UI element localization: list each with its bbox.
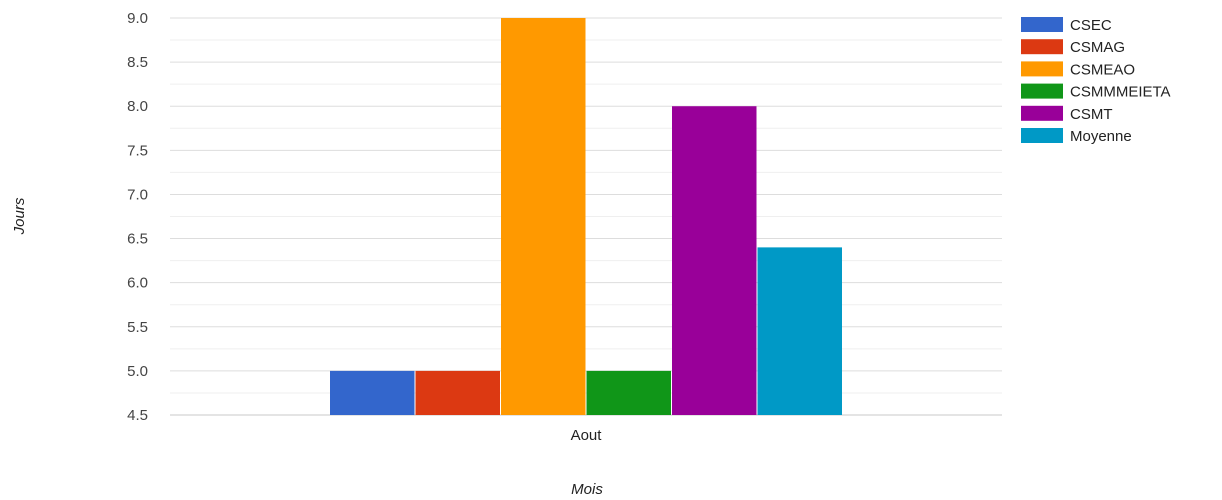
- legend-swatch: [1021, 39, 1063, 55]
- legend-swatch: [1021, 105, 1063, 121]
- bar-moyenne: [757, 247, 842, 415]
- x-tick-labels: Aout: [571, 427, 603, 444]
- legend-label: Moyenne: [1070, 128, 1132, 145]
- legend-item-csmeao: CSMEAO: [1021, 61, 1135, 78]
- x-axis-title: Mois: [571, 481, 603, 498]
- legend-item-csmmmeieta: CSMMMEIETA: [1021, 83, 1171, 101]
- bar-csmt: [672, 106, 757, 415]
- y-tick-label: 7.0: [127, 186, 148, 203]
- y-tick-labels: 9.0 8.5 8.0 7.5 7.0 6.5 6.0 5.5 5.0 4.5: [127, 10, 148, 424]
- bar-csmmmeieta: [586, 370, 671, 415]
- legend-label: CSMMMEIETA: [1070, 84, 1171, 101]
- x-tick-label: Aout: [571, 427, 603, 444]
- y-tick-label: 8.5: [127, 54, 148, 71]
- legend-swatch: [1021, 83, 1063, 99]
- legend-label: CSEC: [1070, 17, 1112, 34]
- y-tick-label: 7.5: [127, 142, 148, 159]
- legend-swatch: [1021, 17, 1063, 32]
- legend-label: CSMT: [1070, 106, 1113, 123]
- legend-item-moyenne: Moyenne: [1021, 128, 1132, 145]
- y-tick-label: 6.5: [127, 231, 148, 248]
- legend-swatch: [1021, 61, 1063, 77]
- y-tick-label: 5.5: [127, 319, 148, 336]
- y-tick-label: 9.0: [127, 10, 148, 27]
- y-tick-label: 8.0: [127, 98, 148, 115]
- y-tick-label: 4.5: [127, 407, 148, 424]
- legend-item-csec: CSEC: [1021, 17, 1112, 34]
- bar-csmeao: [501, 18, 586, 415]
- bar-csec: [330, 370, 415, 415]
- y-tick-label: 5.0: [127, 363, 148, 380]
- legend-item-csmt: CSMT: [1021, 105, 1113, 123]
- bars: [330, 18, 842, 415]
- y-tick-label: 6.0: [127, 275, 148, 292]
- legend: CSEC CSMAG CSMEAO CSMMMEIETA CSMT Moyenne: [1021, 17, 1171, 145]
- legend-label: CSMAG: [1070, 39, 1125, 56]
- y-axis-title: Jours: [11, 197, 28, 235]
- bar-csmag: [415, 370, 500, 415]
- legend-item-csmag: CSMAG: [1021, 39, 1125, 56]
- gridlines: [170, 17, 1002, 416]
- legend-label: CSMEAO: [1070, 61, 1135, 78]
- legend-swatch: [1021, 128, 1063, 143]
